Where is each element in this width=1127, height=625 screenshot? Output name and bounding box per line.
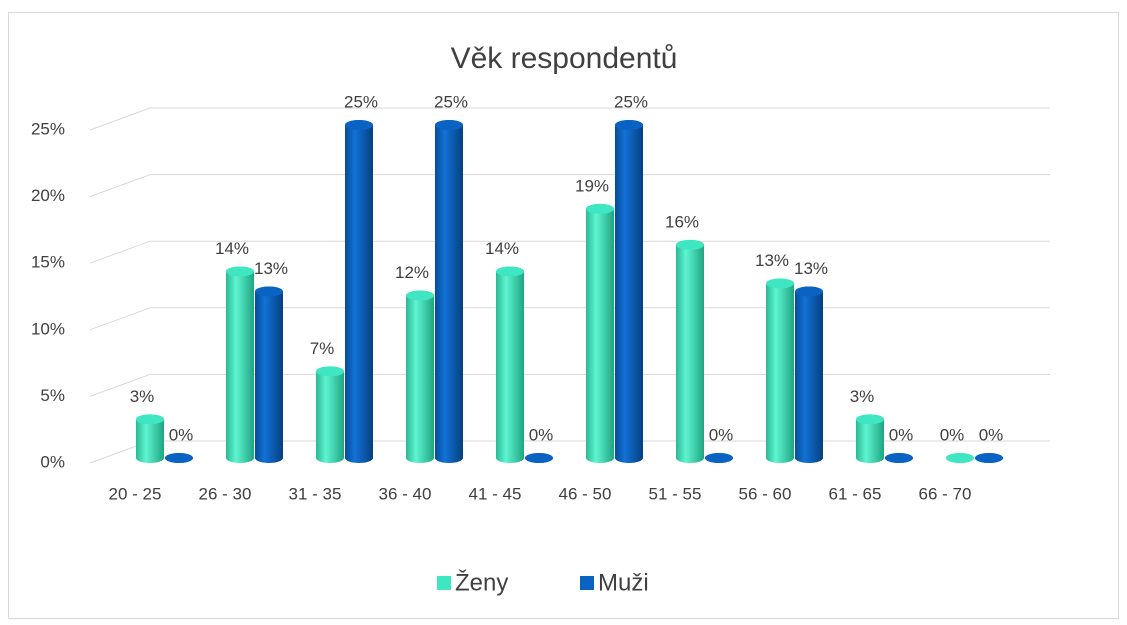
legend-label: Muži — [598, 569, 649, 596]
y-tick-label: 20% — [31, 186, 65, 205]
bar — [496, 266, 524, 463]
data-label: 25% — [434, 92, 468, 111]
bar — [226, 266, 254, 463]
data-label: 3% — [850, 387, 875, 406]
bar-cap — [586, 203, 614, 214]
data-label: 25% — [344, 92, 378, 111]
bar — [856, 414, 884, 463]
data-label: 13% — [254, 259, 288, 278]
x-tick-label: 61 - 65 — [829, 484, 882, 503]
data-label: 14% — [215, 239, 249, 258]
bar-cap — [856, 414, 884, 425]
bar-cap — [496, 266, 524, 277]
bar-cap — [975, 453, 1003, 463]
grid-line — [89, 307, 1050, 331]
grid-line — [89, 373, 1050, 397]
data-label: 19% — [575, 176, 609, 195]
bar-cap — [615, 120, 643, 130]
bar — [795, 286, 823, 463]
legend-swatch — [437, 576, 451, 590]
bar — [615, 120, 643, 463]
data-label: 0% — [709, 425, 734, 444]
bar-cap — [406, 290, 434, 301]
bar-cap — [255, 286, 283, 297]
y-tick-label: 25% — [31, 119, 65, 138]
y-tick-label: 15% — [31, 253, 65, 272]
data-label: 0% — [529, 425, 554, 444]
bar-cap — [435, 120, 463, 130]
y-tick-label: 10% — [31, 319, 65, 338]
data-label: 0% — [169, 425, 194, 444]
bar-cap — [316, 366, 344, 377]
bar — [345, 120, 373, 463]
chart-title: Věk respondentů — [451, 42, 678, 75]
x-tick-label: 41 - 45 — [469, 484, 522, 503]
bar — [435, 120, 463, 463]
bar — [586, 203, 614, 463]
bar — [316, 366, 344, 463]
bar-cap — [795, 286, 823, 297]
data-label: 3% — [130, 387, 155, 406]
bar-cap — [885, 453, 913, 463]
data-label: 25% — [614, 92, 648, 111]
bar — [766, 278, 794, 463]
x-tick-label: 31 - 35 — [289, 484, 342, 503]
data-label: 0% — [979, 425, 1004, 444]
bar-cap — [525, 453, 553, 463]
x-tick-label: 46 - 50 — [559, 484, 612, 503]
y-tick-label: 0% — [40, 452, 65, 471]
data-label: 12% — [395, 263, 429, 282]
data-label: 0% — [940, 425, 965, 444]
grid-line — [89, 240, 1050, 264]
data-label: 14% — [485, 239, 519, 258]
x-tick-label: 51 - 55 — [649, 484, 702, 503]
x-tick-label: 36 - 40 — [379, 484, 432, 503]
bar-cap — [676, 239, 704, 250]
chart-border — [8, 12, 1119, 619]
data-label: 13% — [755, 251, 789, 270]
x-tick-label: 20 - 25 — [109, 484, 162, 503]
bar-cap — [136, 414, 164, 425]
bar-cap — [165, 453, 193, 463]
bar-cap — [345, 120, 373, 130]
data-label: 13% — [794, 259, 828, 278]
legend-label: Ženy — [455, 569, 508, 596]
bar — [136, 414, 164, 463]
bar — [676, 239, 704, 463]
bar-cap — [946, 453, 974, 463]
x-tick-label: 56 - 60 — [739, 484, 792, 503]
y-tick-label: 5% — [40, 386, 65, 405]
legend-swatch — [580, 576, 594, 590]
bar — [255, 286, 283, 463]
bar-cap — [705, 453, 733, 463]
bar — [406, 290, 434, 463]
data-label: 16% — [665, 212, 699, 231]
x-tick-label: 26 - 30 — [199, 484, 252, 503]
x-tick-label: 66 - 70 — [919, 484, 972, 503]
bar-cap — [766, 278, 794, 289]
data-label: 0% — [889, 425, 914, 444]
data-label: 7% — [310, 339, 335, 358]
grid-line — [89, 107, 1050, 131]
bar-cap — [226, 266, 254, 277]
grid-line — [89, 174, 1050, 198]
